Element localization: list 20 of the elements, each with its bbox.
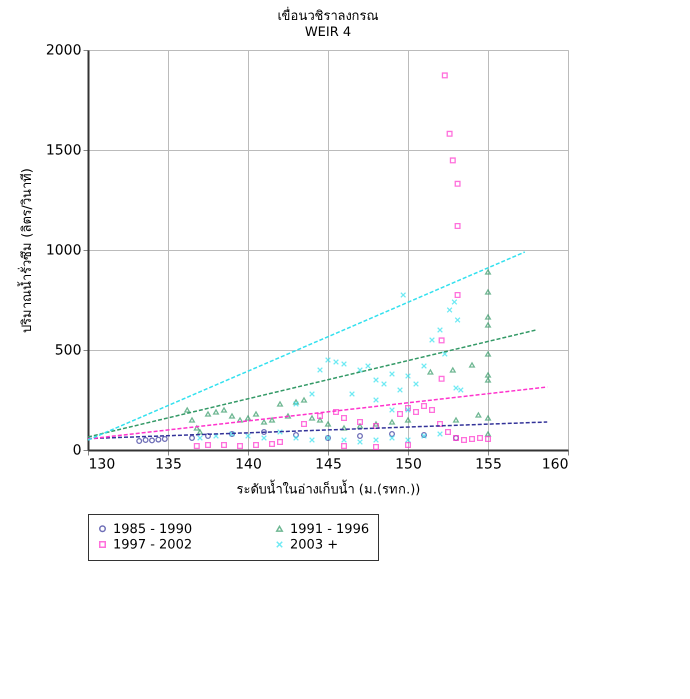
y-tick-label: 0 <box>72 442 82 458</box>
x-tick-label: 160 <box>542 456 568 472</box>
legend-label: 1985 - 1990 <box>113 522 192 537</box>
legend-label: 1991 - 1996 <box>290 522 370 537</box>
legend-label: 2003 + <box>290 538 338 552</box>
y-tick-label: 500 <box>54 342 82 358</box>
chart-subtitle: WEIR 4 <box>304 25 352 40</box>
x-tick-label: 155 <box>475 456 502 472</box>
y-tick-label: 2000 <box>46 42 82 58</box>
y-tick-label: 1000 <box>46 242 82 258</box>
x-tick-label: 140 <box>235 456 262 472</box>
legend-label: 1997 - 2002 <box>113 538 192 552</box>
x-tick-label: 150 <box>395 456 422 472</box>
x-tick-label: 145 <box>315 456 342 472</box>
x-tick-label: 130 <box>88 456 116 472</box>
y-tick-label: 1500 <box>46 142 82 158</box>
y-axis-title: ปริมาณน้ำรั่วซึม (ลิตร/วินาที) <box>16 168 35 333</box>
x-axis-title: ระดับน้ำในอ่างเก็บน้ำ (ม.(รทก.)) <box>236 480 420 498</box>
x-tick-label: 135 <box>155 456 182 472</box>
chart-title: เขื่อนวชิราลงกรณ <box>278 7 378 24</box>
